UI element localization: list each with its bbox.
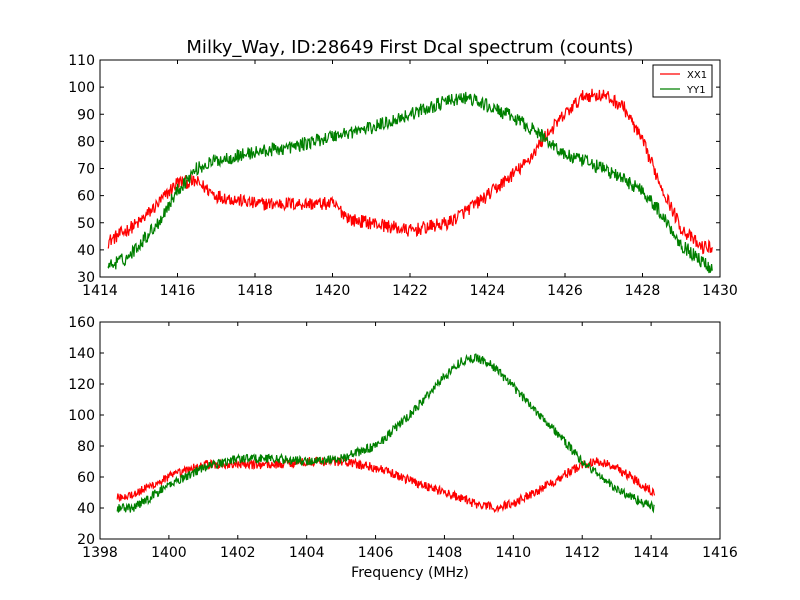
x-tick-label: 1426 (547, 283, 583, 299)
x-tick-label: 1402 (220, 545, 256, 561)
y-tick-label: 30 (77, 270, 95, 286)
x-axis-label: Frequency (MHz) (351, 565, 469, 581)
y-tick-label: 60 (77, 470, 95, 486)
y-tick-label: 50 (77, 216, 95, 232)
x-tick-label: 1420 (315, 283, 351, 299)
series-layer (107, 88, 713, 274)
y-tick-label: 70 (77, 162, 95, 178)
y-tick-label: 100 (68, 408, 95, 424)
legend-label-xx1: XX1 (687, 70, 707, 81)
x-tick-label: 1416 (160, 283, 196, 299)
tick-layer: 1398 1400 1402 1404 1406 1408 1410 1412 1414 1416… (68, 315, 738, 561)
x-tick-label: 1418 (237, 283, 273, 299)
x-tick-label: 1428 (625, 283, 661, 299)
x-tick-label: 1416 (702, 545, 738, 561)
x-tick-label: 1408 (427, 545, 463, 561)
x-tick-label: 1406 (358, 545, 394, 561)
series-layer (116, 353, 656, 514)
y-tick-label: 40 (77, 243, 95, 259)
legend-label-yy1: YY1 (686, 85, 706, 96)
plot-frame (99, 59, 721, 278)
y-tick-label: 160 (68, 315, 95, 331)
bottom-spectrum-chart: 1398 1400 1402 1404 1406 1408 1410 1412 1414 1416… (68, 315, 738, 581)
y-tick-label: 120 (68, 377, 95, 393)
y-tick-label: 80 (77, 439, 95, 455)
x-tick-label: 1414 (82, 283, 118, 299)
tick-layer: 1414 1416 1418 1420 1422 1424 1426 1428 1430 30 40… (68, 53, 738, 299)
top-spectrum-chart: Milky_Way, ID:28649 First Dcal spectrum … (68, 37, 738, 299)
y-tick-label: 90 (77, 107, 95, 123)
x-tick-label: 1414 (633, 545, 669, 561)
series-line-xx1 (107, 88, 713, 255)
x-tick-label: 1422 (392, 283, 428, 299)
y-tick-label: 40 (77, 501, 95, 517)
legend-box (652, 64, 713, 98)
x-tick-label: 1412 (564, 545, 600, 561)
x-tick-label: 1400 (151, 545, 187, 561)
series-line-yy1 (116, 353, 655, 514)
x-tick-label: 1398 (82, 545, 118, 561)
x-tick-label: 1430 (702, 283, 738, 299)
y-tick-label: 100 (68, 80, 95, 96)
y-tick-label: 110 (68, 53, 95, 69)
series-line-yy1 (107, 91, 713, 274)
x-tick-label: 1404 (289, 545, 325, 561)
x-tick-label: 1410 (496, 545, 532, 561)
chart-title: Milky_Way, ID:28649 First Dcal spectrum … (186, 37, 633, 58)
y-tick-label: 60 (77, 189, 95, 205)
y-tick-label: 80 (77, 134, 95, 150)
plot-frame (99, 321, 721, 540)
series-line-xx1 (116, 456, 656, 514)
legend: XX1 YY1 (652, 64, 713, 98)
y-tick-label: 20 (77, 532, 95, 548)
x-tick-label: 1424 (470, 283, 506, 299)
y-tick-label: 140 (68, 346, 95, 362)
